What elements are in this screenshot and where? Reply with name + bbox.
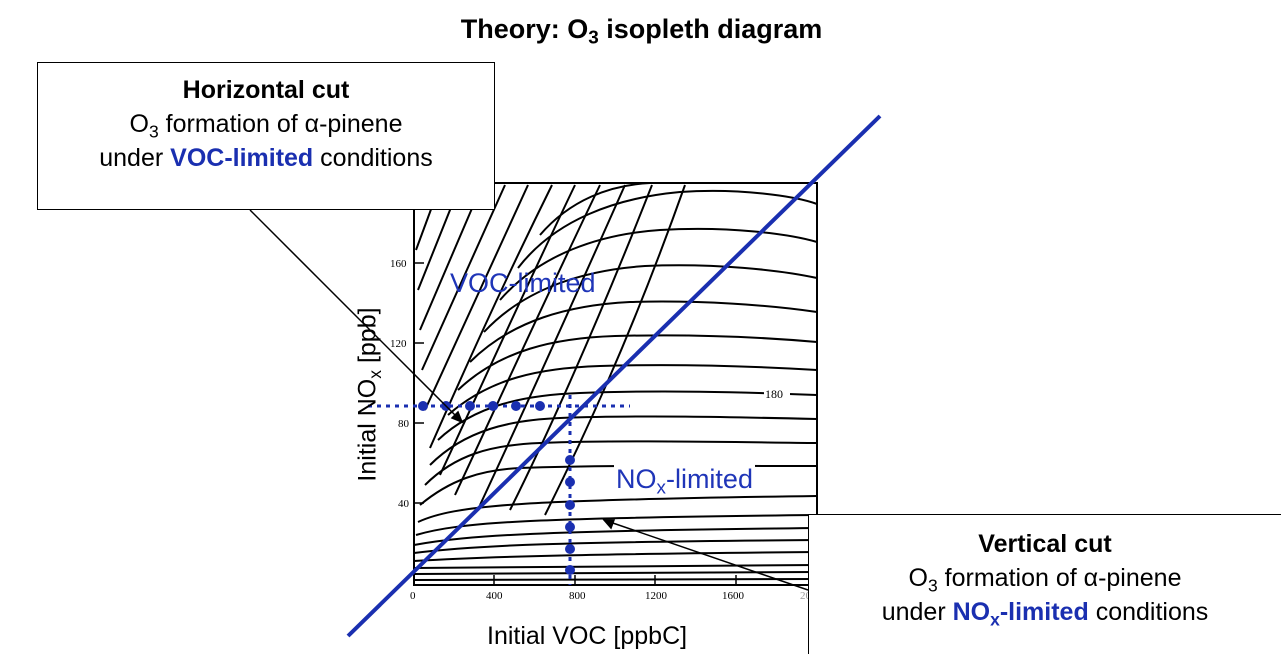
callout-arrows (249, 209, 809, 591)
callout-line: O3 formation of α-pinene (129, 110, 403, 142)
x-tick-label: 400 (486, 590, 503, 602)
ridge-line (346, 114, 882, 638)
contour-lines-lower (413, 495, 818, 581)
plot-frame (413, 182, 818, 586)
cut-point (488, 401, 498, 411)
callout-line: under NOx-limited conditions (881, 598, 1209, 630)
diagram-title: Theory: O3 isopleth diagram (460, 14, 823, 49)
contour-lines-steep (415, 184, 686, 516)
vertical-cut-callout: Vertical cut O3 formation of α-pinene un… (808, 514, 1281, 654)
y-tick-label: 40 (398, 498, 410, 510)
cut-point (565, 565, 575, 575)
x-tick-label: 0 (410, 590, 416, 602)
y-tick-label: 80 (398, 418, 410, 430)
horizontal-callout-arrow (249, 209, 463, 423)
cut-point (565, 500, 575, 510)
vertical-cut-points (565, 455, 575, 575)
cut-point (535, 401, 545, 411)
callout-heading: Horizontal cut (182, 76, 350, 104)
cut-point (511, 401, 521, 411)
cut-point (565, 477, 575, 487)
cut-point (565, 522, 575, 532)
nox-limited-label: NOx-limited (614, 464, 755, 499)
callout-line: O3 formation of α-pinene (908, 564, 1182, 596)
horizontal-cut-callout: Horizontal cut O3 formation of α-pinene … (37, 62, 495, 210)
y-tick-label: 120 (390, 338, 407, 350)
cut-point (565, 455, 575, 465)
vertical-callout-arrow (603, 519, 809, 591)
callout-heading: Vertical cut (978, 530, 1112, 558)
x-tick-label: 1200 (645, 590, 668, 602)
x-axis-label: Initial VOC [ppbC] (487, 622, 688, 650)
cut-point (465, 401, 475, 411)
callout-line: under VOC-limited conditions (99, 144, 433, 172)
y-axis-label: Initial NOx [ppb] (353, 307, 385, 482)
voc-limited-label: VOC-limited (450, 268, 596, 298)
x-tick-label: 800 (569, 590, 586, 602)
contour-lines-curved (419, 182, 818, 506)
x-tick-label: 1600 (722, 590, 745, 602)
contour-label: 180 (765, 387, 783, 401)
y-tick-label: 160 (390, 258, 407, 270)
cut-point (565, 544, 575, 554)
cut-point (418, 401, 428, 411)
